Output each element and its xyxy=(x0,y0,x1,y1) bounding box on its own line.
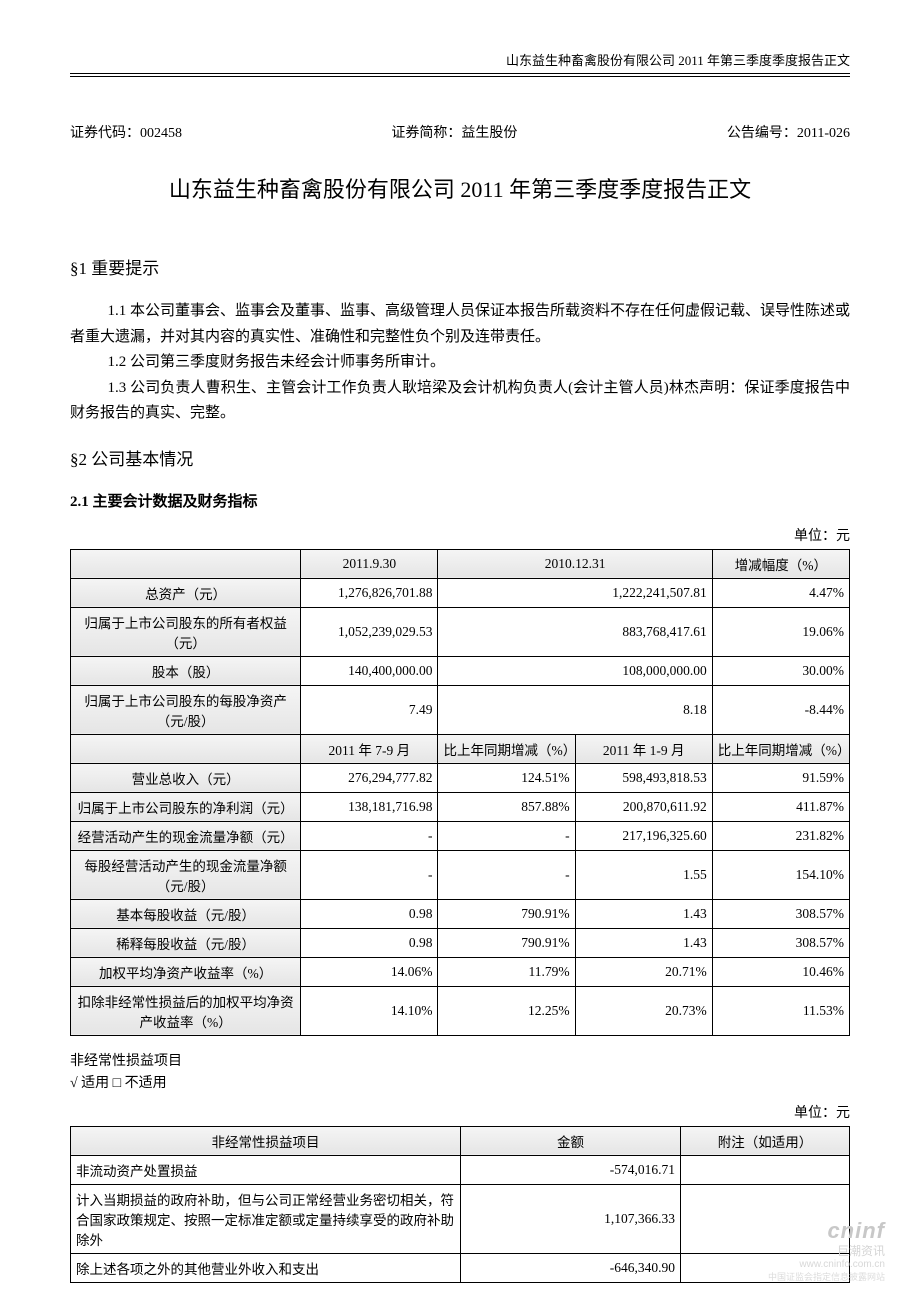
nonrecurring-title: 非经常性损益项目 xyxy=(70,1050,850,1070)
page-title: 山东益生种畜禽股份有限公司 2011 年第三季度季度报告正文 xyxy=(70,172,850,204)
header-rule xyxy=(70,76,850,77)
section-2-1-heading: 2.1 主要会计数据及财务指标 xyxy=(70,490,850,511)
section-1-body: 1.1 本公司董事会、监事会及董事、监事、高级管理人员保证本报告所载资料不存在任… xyxy=(70,299,850,427)
unit-label-1: 单位：元 xyxy=(70,525,850,545)
nonrecurring-table: 非经常性损益项目金额附注（如适用）非流动资产处置损益-574,016.71计入当… xyxy=(70,1126,850,1283)
announcement-no: 公告编号：2011-026 xyxy=(727,122,850,142)
watermark-url: www.cninfo.com.cn xyxy=(768,1259,885,1270)
section-2-heading: §2 公司基本情况 xyxy=(70,445,850,470)
meta-row: 证券代码：002458 证券简称：益生股份 公告编号：2011-026 xyxy=(70,122,850,142)
security-short: 证券简称：益生股份 xyxy=(391,122,517,142)
running-header: 山东益生种畜禽股份有限公司 2011 年第三季度季度报告正文 xyxy=(70,50,850,74)
financial-table-1: 2011.9.302010.12.31增减幅度（%）总资产（元）1,276,82… xyxy=(70,549,850,1036)
security-code: 证券代码：002458 xyxy=(70,122,182,142)
watermark-line: 中国证监会指定信息披露网站 xyxy=(768,1270,885,1283)
para-1-2: 1.2 公司第三季度财务报告未经会计师事务所审计。 xyxy=(70,350,850,376)
section-1-heading: §1 重要提示 xyxy=(70,254,850,279)
watermark-sub: 巨潮资讯 xyxy=(768,1242,885,1259)
watermark: cninf 巨潮资讯 www.cninfo.com.cn 中国证监会指定信息披露… xyxy=(768,1218,885,1283)
para-1-3: 1.3 公司负责人曹积生、主管会计工作负责人耿培梁及会计机构负责人(会计主管人员… xyxy=(70,376,850,427)
para-1-1: 1.1 本公司董事会、监事会及董事、监事、高级管理人员保证本报告所载资料不存在任… xyxy=(70,299,850,350)
watermark-brand: cninf xyxy=(768,1218,885,1244)
nonrecurring-applicable: √ 适用 □ 不适用 xyxy=(70,1072,850,1092)
unit-label-2: 单位：元 xyxy=(70,1102,850,1122)
